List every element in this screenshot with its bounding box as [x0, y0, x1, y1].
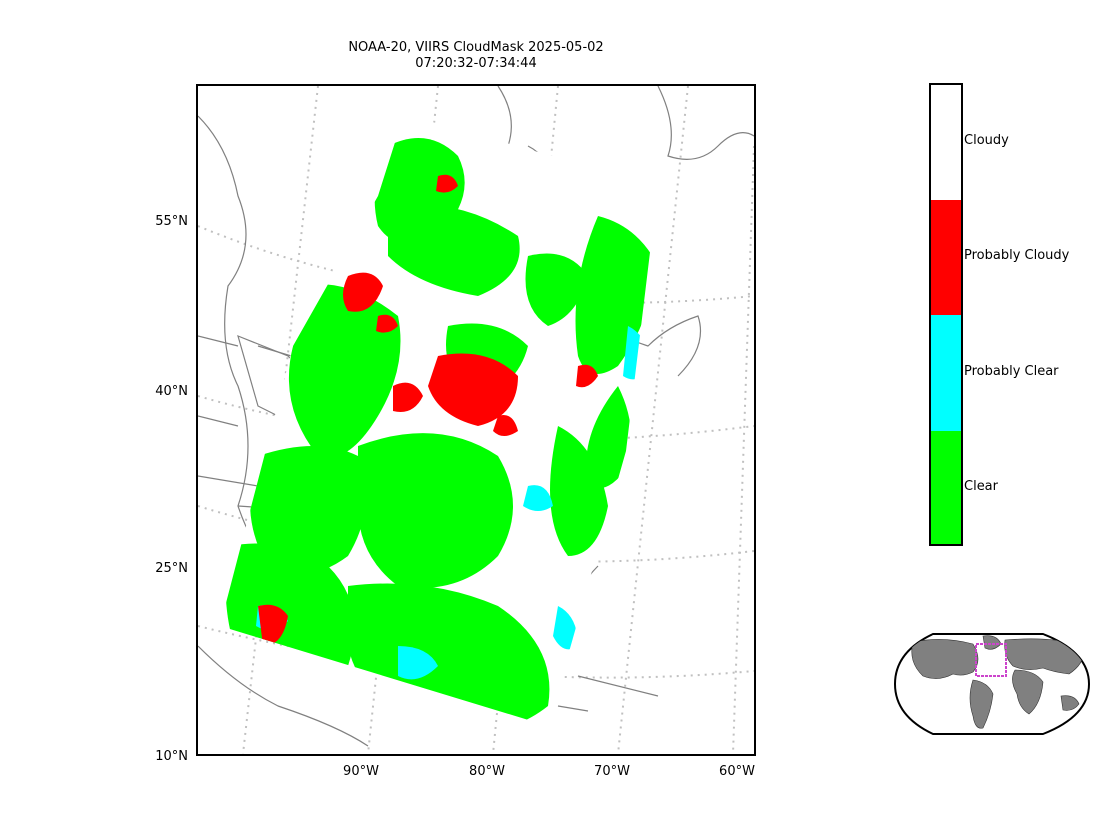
swath-locator-box	[975, 643, 1007, 677]
colorbar-segment-probably-clear	[931, 315, 961, 431]
lat-label-40n: 40°N	[155, 384, 188, 399]
colorbar-label-probably-clear: Probably Clear	[964, 364, 1059, 379]
title-line-2: 07:20:32-07:34:44	[415, 56, 537, 71]
colorbar-label-probably-cloudy: Probably Cloudy	[964, 248, 1070, 263]
globe-landmasses	[911, 635, 1084, 729]
lon-label-60w: 60°W	[719, 764, 755, 779]
main-map[interactable]	[196, 84, 756, 756]
map-title: NOAA-20, VIIRS CloudMask 2025-05-02 07:2…	[196, 40, 756, 72]
map-canvas	[198, 86, 754, 754]
colorbar-segment-cloudy	[931, 85, 961, 200]
colorbar-segment-clear	[931, 431, 961, 544]
colorbar-segment-probably-cloudy	[931, 200, 961, 315]
lon-label-80w: 80°W	[469, 764, 505, 779]
colorbar-label-cloudy: Cloudy	[964, 133, 1009, 148]
title-line-1: NOAA-20, VIIRS CloudMask 2025-05-02	[348, 40, 604, 55]
lat-label-25n: 25°N	[155, 561, 188, 576]
cloud-mask-swath	[220, 114, 658, 726]
lon-label-70w: 70°W	[594, 764, 630, 779]
colorbar-label-clear: Clear	[964, 479, 998, 494]
lat-label-55n: 55°N	[155, 214, 188, 229]
colorbar	[929, 83, 963, 546]
lat-label-10n: 10°N	[155, 749, 188, 764]
lon-label-90w: 90°W	[343, 764, 379, 779]
locator-globe	[893, 633, 1091, 735]
